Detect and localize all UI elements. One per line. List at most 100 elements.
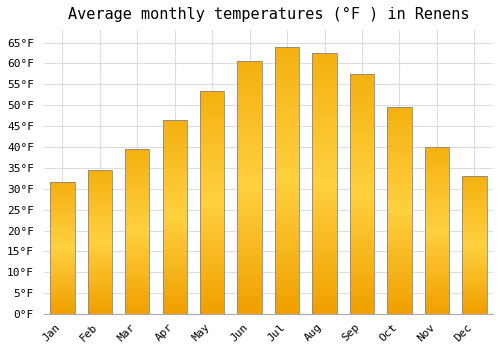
Bar [275,207,299,210]
Bar [88,232,112,233]
Bar [312,285,336,288]
Bar [312,111,336,113]
Bar [350,204,374,206]
Bar [275,106,299,108]
Bar [50,247,74,248]
Bar [200,115,224,118]
Bar [50,206,74,208]
Bar [275,194,299,196]
Bar [88,300,112,301]
Bar [312,165,336,168]
Bar [350,141,374,144]
Bar [275,63,299,65]
Bar [424,174,449,175]
Bar [125,149,150,314]
Bar [312,312,336,314]
Bar [238,145,262,147]
Bar [88,306,112,307]
Bar [125,278,150,279]
Bar [50,277,74,279]
Bar [462,176,486,177]
Bar [388,206,411,209]
Bar [275,74,299,76]
Bar [462,284,486,285]
Bar [50,190,74,192]
Bar [88,202,112,203]
Bar [350,105,374,107]
Bar [350,268,374,271]
Bar [238,296,262,299]
Bar [200,207,224,209]
Bar [424,287,449,289]
Bar [88,313,112,314]
Bar [238,228,262,231]
Bar [238,61,262,314]
Bar [238,220,262,223]
Bar [350,182,374,184]
Bar [162,223,187,225]
Bar [462,270,486,271]
Bar [350,132,374,134]
Bar [162,188,187,190]
Bar [200,171,224,173]
Bar [275,103,299,106]
Bar [125,276,150,278]
Bar [238,82,262,84]
Bar [350,237,374,240]
Bar [424,275,449,277]
Bar [424,222,449,224]
Bar [350,98,374,100]
Bar [388,213,411,215]
Bar [50,285,74,286]
Bar [462,251,486,252]
Bar [50,238,74,239]
Bar [50,182,74,184]
Bar [200,238,224,240]
Bar [200,169,224,171]
Bar [200,262,224,265]
Bar [162,203,187,205]
Bar [50,276,74,277]
Bar [462,288,486,289]
Bar [200,167,224,169]
Bar [312,298,336,301]
Bar [424,220,449,222]
Bar [388,134,411,136]
Bar [125,166,150,167]
Bar [88,268,112,270]
Bar [388,147,411,149]
Bar [88,282,112,284]
Bar [312,90,336,92]
Bar [350,187,374,189]
Bar [312,241,336,244]
Bar [88,308,112,310]
Bar [312,53,336,314]
Bar [238,158,262,160]
Bar [388,221,411,223]
Bar [88,240,112,242]
Bar [238,223,262,226]
Bar [50,293,74,294]
Bar [162,279,187,281]
Bar [125,246,150,248]
Bar [424,169,449,170]
Bar [275,258,299,261]
Bar [462,246,486,248]
Bar [350,86,374,88]
Bar [424,262,449,264]
Bar [88,310,112,311]
Bar [388,266,411,268]
Bar [350,252,374,254]
Bar [350,136,374,139]
Bar [462,260,486,262]
Bar [162,192,187,194]
Bar [275,108,299,111]
Bar [350,218,374,220]
Bar [312,272,336,275]
Bar [388,200,411,202]
Bar [275,215,299,218]
Bar [238,205,262,208]
Bar [462,289,486,290]
Bar [125,261,150,263]
Bar [275,60,299,63]
